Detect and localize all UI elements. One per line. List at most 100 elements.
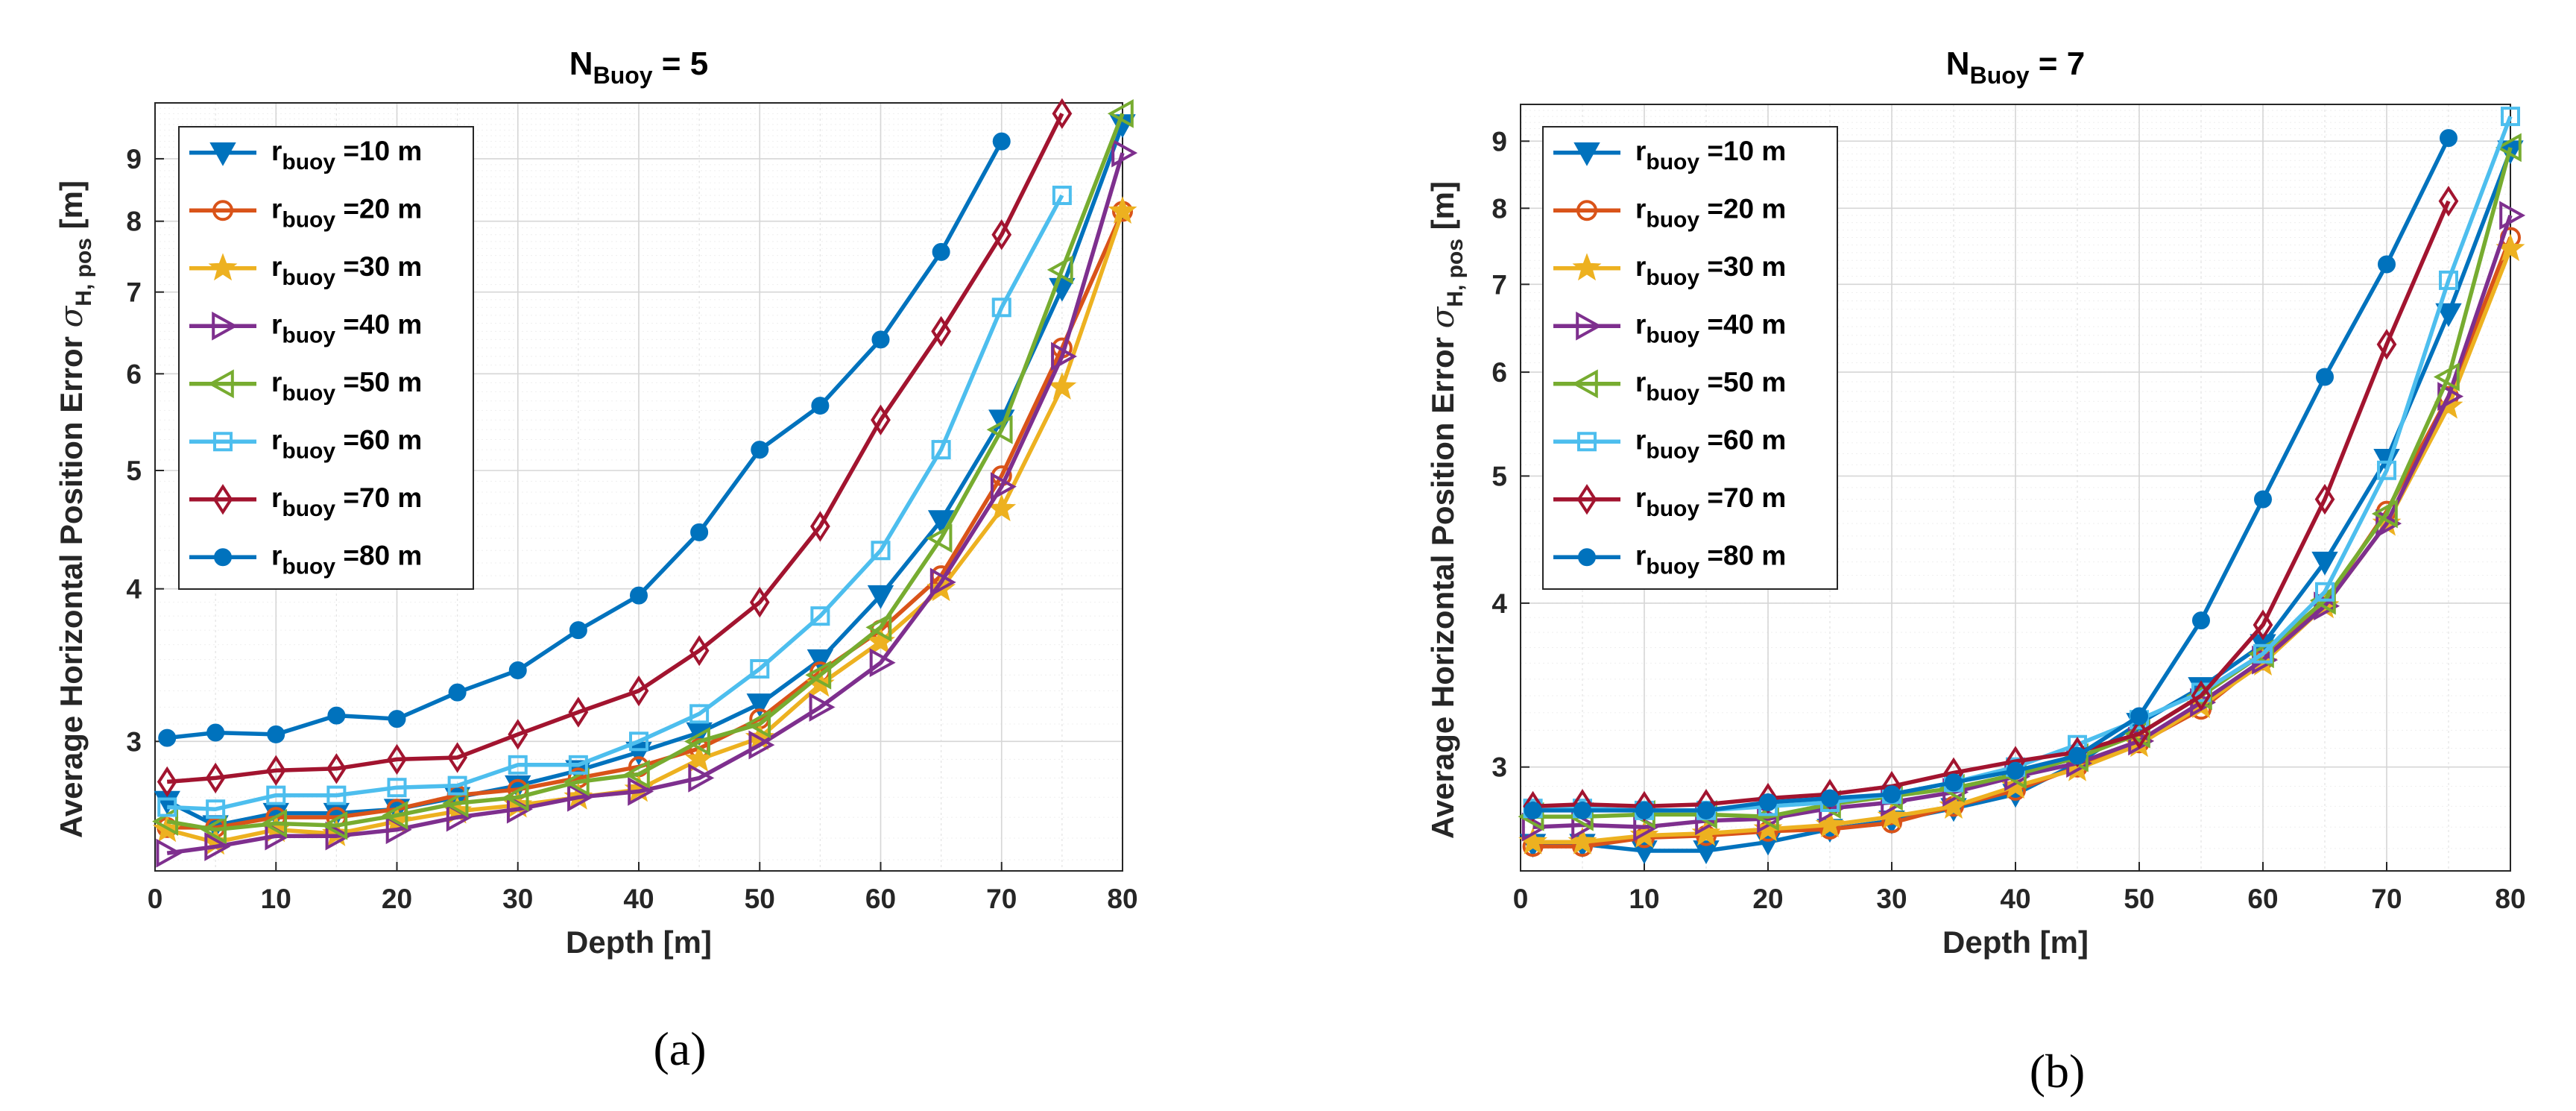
data-point-80 xyxy=(1573,801,1591,819)
x-axis-label: Depth [m] xyxy=(1942,925,2089,960)
legend-label-main: r xyxy=(1635,309,1646,339)
legend-label-main: r xyxy=(1635,136,1646,166)
x-tick-label: 10 xyxy=(1629,884,1659,914)
x-tick-label: 60 xyxy=(2247,884,2278,914)
y-label-prefix: Average Horizontal Position Error xyxy=(54,327,89,838)
data-point-70 xyxy=(749,587,770,618)
y-label-sub: H, pos xyxy=(72,238,96,306)
legend-label-rest: =70 m xyxy=(335,482,422,513)
data-point-80 xyxy=(267,725,285,743)
legend-label-sub: buoy xyxy=(282,265,335,290)
chart-title: NBuoy = 5 xyxy=(569,45,708,89)
legend-label-main: r xyxy=(271,424,282,455)
series-group xyxy=(152,98,1138,868)
legend-label-main: r xyxy=(1635,193,1646,224)
data-point-80 xyxy=(690,523,709,541)
data-point-70 xyxy=(689,635,710,667)
x-tick-label: 0 xyxy=(148,884,163,914)
legend-label: rbuoy =20 m xyxy=(271,193,422,232)
legend-label: rbuoy =70 m xyxy=(1635,482,1786,521)
legend-label: rbuoy =10 m xyxy=(271,136,422,174)
data-point-50 xyxy=(261,808,288,838)
data-point-80 xyxy=(630,586,648,605)
x-tick-label: 50 xyxy=(745,884,775,914)
data-point-60 xyxy=(2315,582,2334,602)
y-label-sigma: σ xyxy=(1424,306,1461,328)
y-label-sigma: σ xyxy=(53,305,89,327)
data-point-60 xyxy=(157,797,177,817)
legend-entry-10: rbuoy =10 m xyxy=(1553,136,1786,174)
data-point-60 xyxy=(2501,107,2520,127)
legend-label-sub: buoy xyxy=(282,438,335,463)
legend-label-sub: buoy xyxy=(1646,497,1699,521)
data-point-50 xyxy=(2433,362,2460,391)
legend-label-main: r xyxy=(271,193,282,224)
data-point-40 xyxy=(929,567,956,597)
y-axis-label: Average Horizontal Position Error σH, po… xyxy=(53,180,96,838)
legend-marker xyxy=(1578,548,1596,567)
legend-label-main: r xyxy=(1635,251,1646,282)
legend-label-sub: buoy xyxy=(1646,381,1699,406)
data-point-80 xyxy=(2378,255,2396,274)
y-tick-label: 3 xyxy=(1491,752,1507,783)
data-point-80 xyxy=(388,710,406,728)
legend-entry-40: rbuoy =40 m xyxy=(1553,309,1786,347)
legend-marker xyxy=(207,369,234,399)
series-line-80 xyxy=(1532,136,2451,813)
legend-entry-30: rbuoy =30 m xyxy=(1553,251,1786,290)
legend-label-rest: =70 m xyxy=(1699,482,1786,513)
legend-label-main: r xyxy=(271,540,282,570)
data-point-80 xyxy=(2068,746,2086,765)
legend-label-rest: =80 m xyxy=(1699,540,1786,570)
data-point-80 xyxy=(2007,761,2024,780)
y-tick-label: 5 xyxy=(1491,461,1507,491)
data-point-10 xyxy=(1693,840,1720,865)
series-line-70 xyxy=(166,113,1064,784)
data-point-80 xyxy=(1697,801,1715,819)
data-point-40 xyxy=(325,821,352,851)
legend-entry-40: rbuoy =40 m xyxy=(189,309,422,347)
legend-label: rbuoy =60 m xyxy=(271,424,422,463)
series-group xyxy=(1518,107,2526,865)
legend-entry-20: rbuoy =20 m xyxy=(189,193,422,232)
data-point-50 xyxy=(1046,255,1073,285)
legend-label-sub: buoy xyxy=(282,554,335,579)
y-axis-label: Average Horizontal Position Error σH, po… xyxy=(1424,181,1468,839)
legend-entry-20: rbuoy =20 m xyxy=(1553,193,1786,232)
y-tick-label: 3 xyxy=(126,726,142,757)
data-point-10 xyxy=(2311,551,2338,576)
legend-label-rest: =80 m xyxy=(335,540,422,570)
legend-entry-60: rbuoy =60 m xyxy=(1553,424,1786,463)
x-tick-label: 0 xyxy=(1513,884,1529,914)
legend-entry-60: rbuoy =60 m xyxy=(189,424,422,463)
data-point-60 xyxy=(326,785,347,805)
data-point-70 xyxy=(447,742,468,773)
data-point-10 xyxy=(2435,303,2462,327)
data-point-50 xyxy=(805,660,832,690)
data-point-50 xyxy=(2495,133,2522,163)
x-tick-label: 80 xyxy=(1107,884,1137,914)
legend-label-rest: =40 m xyxy=(335,309,422,339)
data-point-80 xyxy=(751,441,769,459)
data-point-70 xyxy=(2067,736,2088,768)
legend-label-rest: =60 m xyxy=(335,424,422,455)
panel-caption: (a) xyxy=(653,1022,706,1075)
y-tick-label: 9 xyxy=(126,144,142,174)
data-point-60 xyxy=(810,606,830,626)
legend-label: rbuoy =50 m xyxy=(1635,367,1786,406)
legend-marker xyxy=(1576,311,1603,341)
data-point-40 xyxy=(2499,201,2526,230)
x-tick-label: 70 xyxy=(2371,884,2402,914)
data-point-40 xyxy=(688,763,715,793)
y-label-unit: [m] xyxy=(1425,181,1460,239)
data-point-30 xyxy=(1108,196,1137,224)
legend-entry-10: rbuoy =10 m xyxy=(189,136,422,174)
legend-marker xyxy=(213,432,233,452)
data-point-80 xyxy=(569,621,587,640)
y-label-prefix: Average Horizontal Position Error xyxy=(1425,328,1460,839)
data-point-70 xyxy=(2314,483,2335,515)
x-tick-label: 10 xyxy=(261,884,291,914)
title-rest: = 5 xyxy=(653,45,709,82)
